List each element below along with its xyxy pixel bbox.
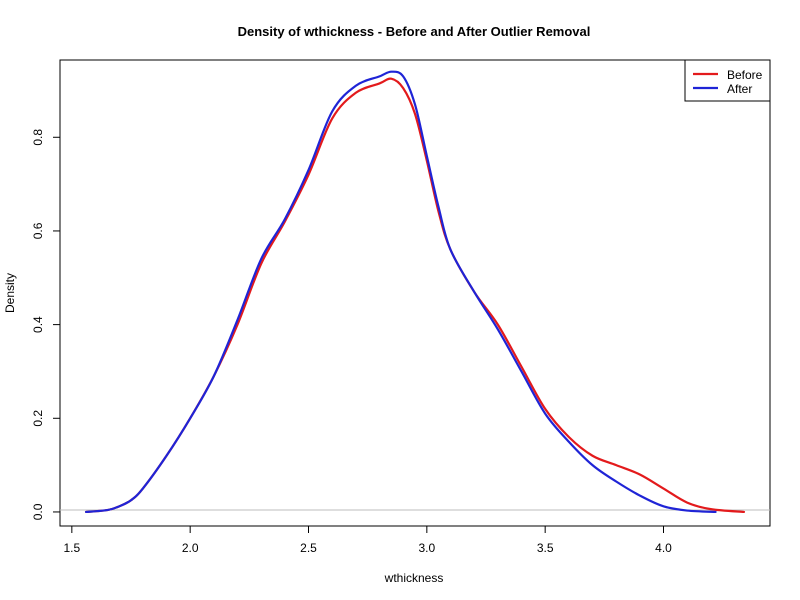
y-tick-label: 0.8: [31, 129, 45, 146]
y-tick-label: 0.0: [31, 503, 45, 520]
series-layer: [84, 70, 746, 514]
y-tick-label: 0.6: [31, 222, 45, 239]
chart-title: Density of wthickness - Before and After…: [238, 24, 591, 39]
x-tick-label: 1.5: [63, 541, 80, 555]
x-tick-label: 2.5: [300, 541, 317, 555]
legend: Before After: [684, 59, 771, 102]
x-axis-label: wthickness: [384, 571, 444, 585]
x-axis: 1.5 2.0 2.5 3.0 3.5 4.0: [63, 526, 672, 555]
plot-frame: [59, 59, 771, 527]
y-axis: 0.0 0.2 0.4 0.6 0.8: [31, 129, 60, 520]
x-tick-label: 4.0: [655, 541, 672, 555]
legend-label-after: After: [727, 82, 752, 96]
y-tick-label: 0.4: [31, 316, 45, 333]
legend-box: [684, 59, 771, 102]
x-tick-label: 3.5: [537, 541, 554, 555]
x-tick-label: 2.0: [182, 541, 199, 555]
y-tick-label: 0.2: [31, 410, 45, 427]
legend-label-before: Before: [727, 68, 763, 82]
x-tick-label: 3.0: [418, 541, 435, 555]
series-line-after: [84, 70, 717, 514]
y-axis-label: Density: [3, 273, 17, 313]
series-line-before: [84, 77, 746, 514]
